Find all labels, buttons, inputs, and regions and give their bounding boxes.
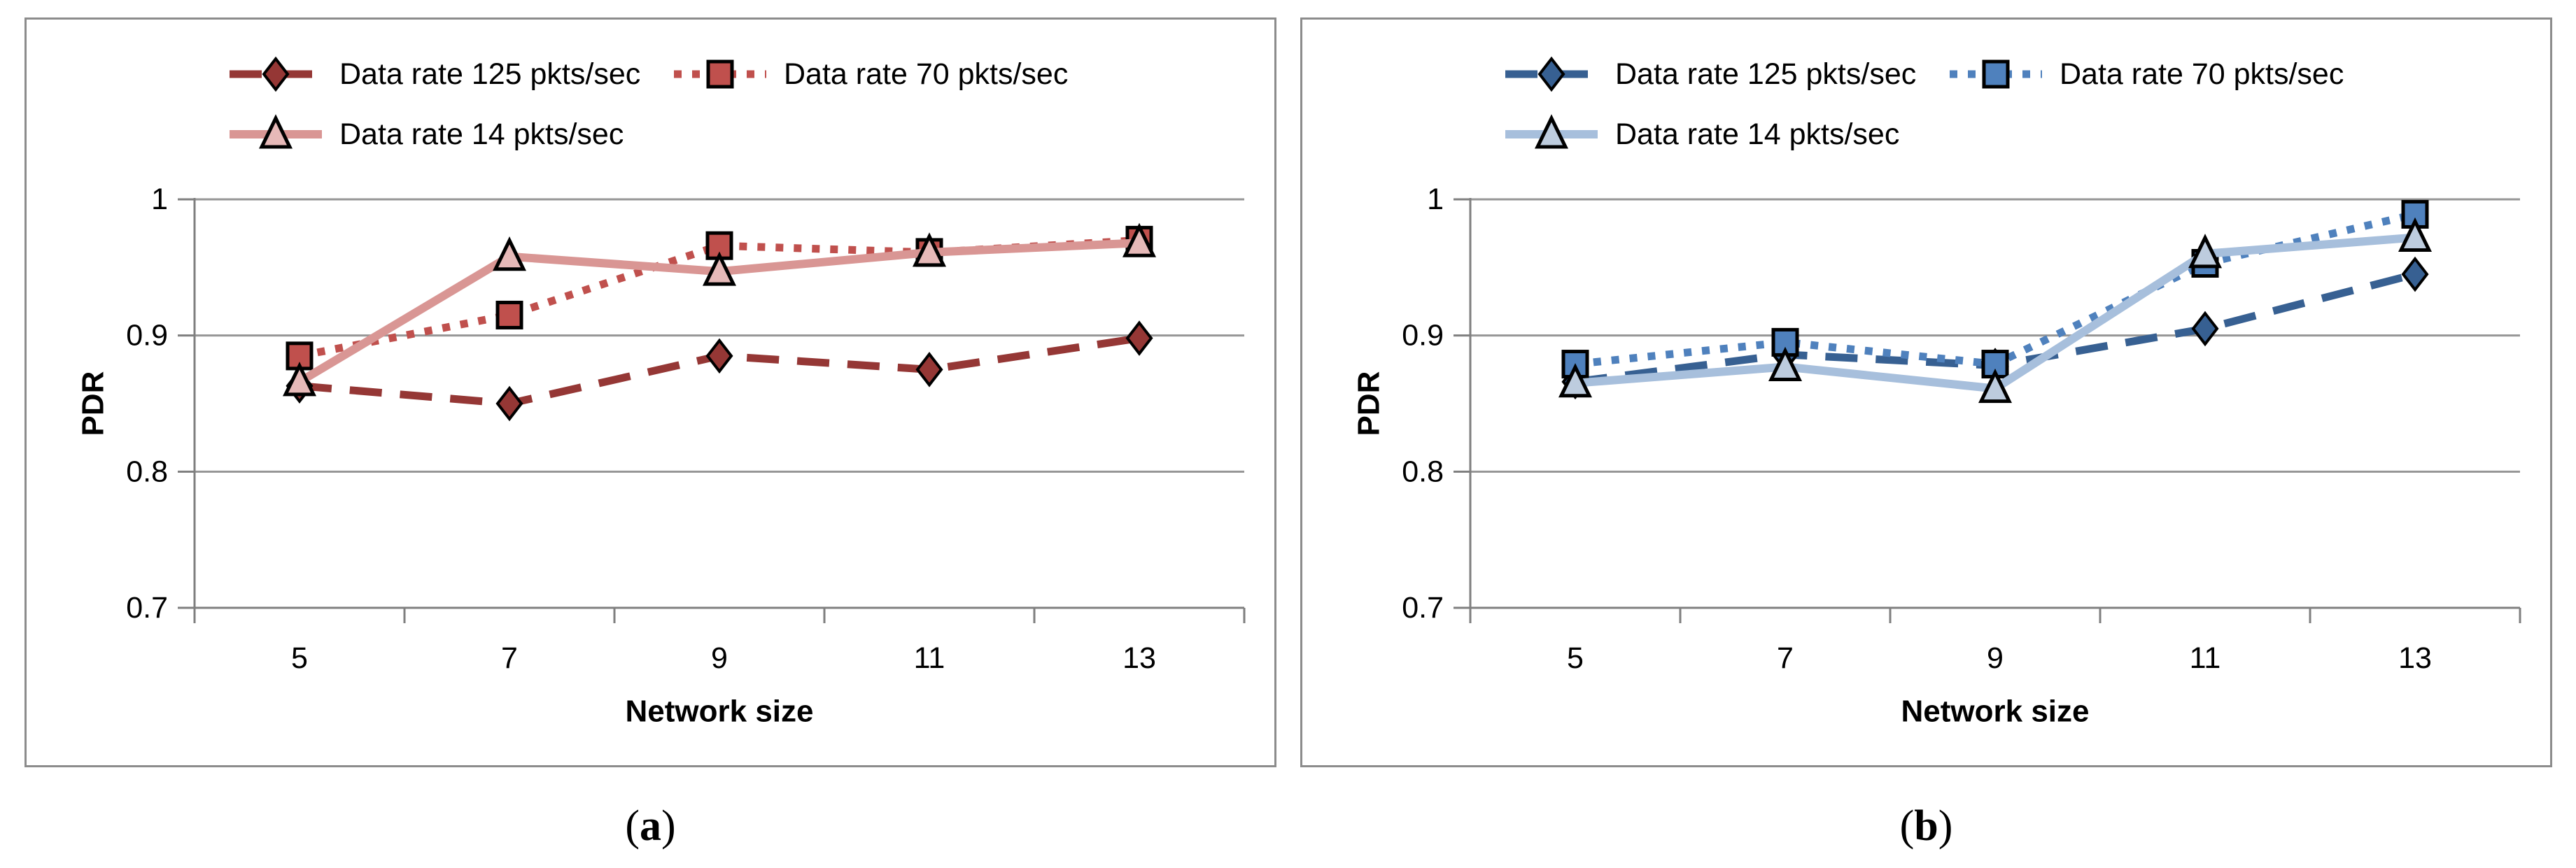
marker-diamond <box>1537 56 1565 92</box>
y-tick-label: 0.8 <box>126 455 168 488</box>
y-tick-label: 0.9 <box>1402 319 1444 353</box>
legend-item: Data rate 70 pkts/sec <box>674 57 1068 91</box>
x-tick-label: 5 <box>291 641 308 675</box>
x-tick-label: 9 <box>711 641 728 675</box>
legend-label: Data rate 125 pkts/sec <box>1615 57 1916 91</box>
marker-diamond <box>495 385 523 422</box>
marker-triangle <box>912 232 947 267</box>
x-tick-label: 7 <box>501 641 518 675</box>
y-axis-title: PDR <box>1352 371 1386 436</box>
legend-label: Data rate 70 pkts/sec <box>2060 57 2344 91</box>
marker-triangle <box>2188 234 2223 269</box>
series-line <box>1575 211 2416 369</box>
caption-a-close-paren: ) <box>661 802 676 850</box>
y-tick-label: 1 <box>1427 183 1444 216</box>
caption-b-close-paren: ) <box>1938 802 1953 850</box>
caption-a-open-paren: ( <box>625 802 640 850</box>
marker-square <box>286 341 314 371</box>
x-axis-title: Network size <box>1901 695 2090 729</box>
marker-triangle <box>258 114 293 149</box>
marker-diamond <box>2191 311 2219 347</box>
legend-item: Data rate 125 pkts/sec <box>230 56 640 92</box>
legend-item: Data rate 70 pkts/sec <box>1950 57 2344 91</box>
caption-a-letter: a <box>640 802 661 850</box>
x-tick-label: 9 <box>1987 641 2004 675</box>
x-tick-label: 13 <box>2398 641 2432 675</box>
marker-diamond <box>915 352 943 387</box>
legend-label: Data rate 125 pkts/sec <box>339 57 640 91</box>
marker-square <box>1982 59 2010 89</box>
chart-b-canvas: 1 0.9 0.8 0.7 5 7 9 11 13 Network size PDR Data rat… <box>1352 56 2521 729</box>
caption-a: (a) <box>24 795 1276 858</box>
chart-panel-a: 1 0.9 0.8 0.7 5 7 9 11 13 Network size PDR Data rat… <box>24 17 1276 767</box>
marker-triangle <box>1122 222 1157 257</box>
marker-square <box>495 300 523 329</box>
caption-b-letter: b <box>1914 802 1938 850</box>
marker-diamond <box>262 56 290 92</box>
y-tick-label: 1 <box>151 183 168 216</box>
marker-triangle <box>2398 217 2433 252</box>
legend-label: Data rate 14 pkts/sec <box>1615 118 1899 151</box>
y-tick-label: 0.7 <box>1402 591 1444 625</box>
x-tick-label: 5 <box>1567 641 1584 675</box>
legend-item: Data rate 125 pkts/sec <box>1505 56 1916 92</box>
x-tick-label: 13 <box>1122 641 1156 675</box>
marker-triangle <box>702 251 737 286</box>
x-axis-title: Network size <box>626 695 814 729</box>
legend-label: Data rate 70 pkts/sec <box>784 57 1068 91</box>
x-tick-label: 11 <box>2190 641 2221 675</box>
y-tick-label: 0.9 <box>126 319 168 353</box>
marker-diamond <box>705 338 733 374</box>
chart-panel-b: 1 0.9 0.8 0.7 5 7 9 11 13 Network size PDR Data rat… <box>1300 17 2552 767</box>
y-tick-label: 0.7 <box>126 591 168 625</box>
marker-diamond <box>1125 320 1153 356</box>
marker-triangle <box>282 362 317 397</box>
x-tick-label: 7 <box>1777 641 1794 675</box>
marker-triangle <box>1534 114 1569 149</box>
chart-a-canvas: 1 0.9 0.8 0.7 5 7 9 11 13 Network size PDR Data rat… <box>76 56 1246 729</box>
legend-item: Data rate 14 pkts/sec <box>230 114 624 151</box>
legend-item: Data rate 14 pkts/sec <box>1505 114 1899 151</box>
marker-triangle <box>492 236 527 271</box>
legend-label: Data rate 14 pkts/sec <box>339 118 624 151</box>
marker-triangle <box>1558 363 1593 398</box>
marker-triangle <box>1768 346 1803 381</box>
x-tick-label: 11 <box>914 641 945 675</box>
y-tick-label: 0.8 <box>1402 455 1444 488</box>
marker-square <box>706 59 734 89</box>
marker-diamond <box>2401 256 2429 292</box>
marker-triangle <box>1978 368 2013 404</box>
caption-b-open-paren: ( <box>1899 802 1915 850</box>
caption-b: (b) <box>1300 795 2552 858</box>
y-axis-title: PDR <box>76 371 111 436</box>
